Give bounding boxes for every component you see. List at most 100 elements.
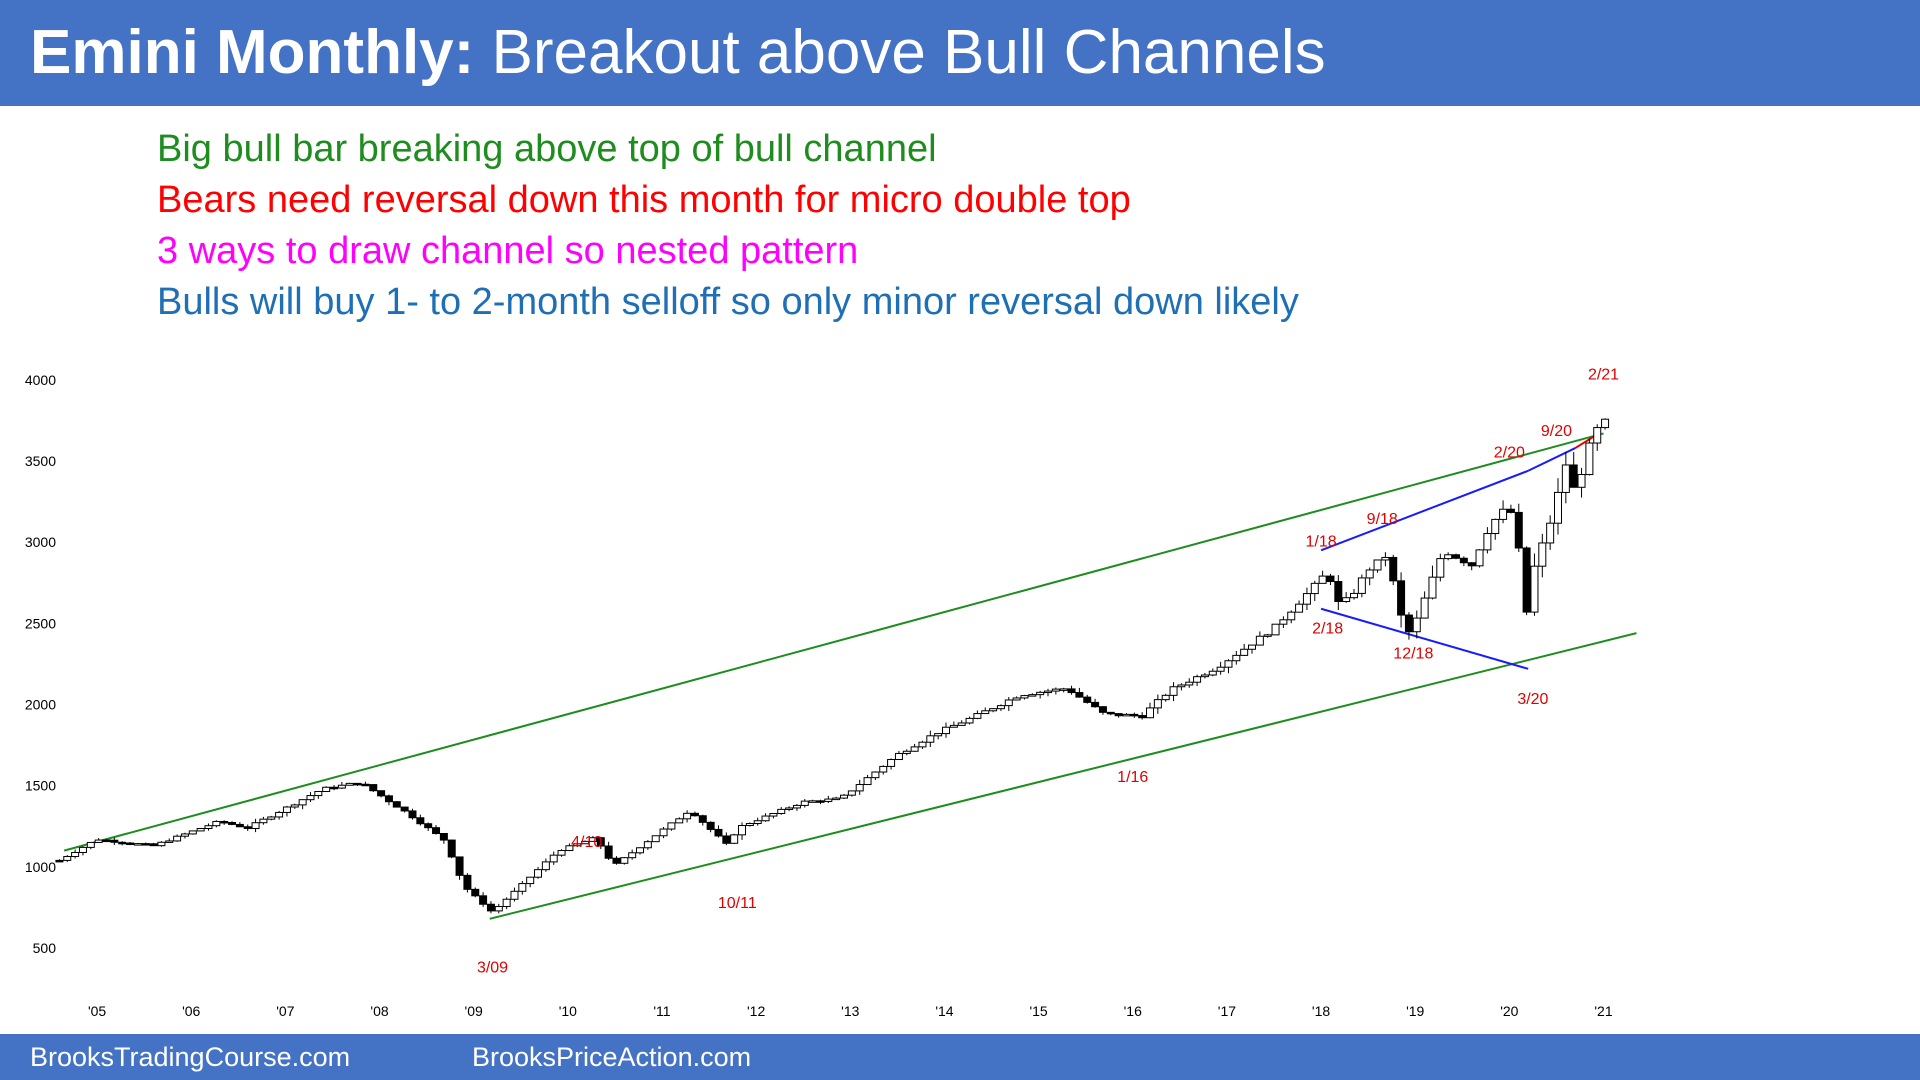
candle-body bbox=[337, 784, 346, 789]
annotation-label: 1/18 bbox=[1305, 534, 1336, 551]
candle-body bbox=[1373, 559, 1382, 571]
candle-body bbox=[345, 782, 354, 786]
annotation-label: 3/20 bbox=[1517, 691, 1548, 708]
y-tick-label: 3000 bbox=[25, 534, 56, 550]
annotation-label: 4/10 bbox=[571, 834, 602, 851]
candle-body bbox=[981, 710, 990, 715]
candle-body bbox=[753, 820, 762, 825]
footer-right-link[interactable]: BrooksPriceAction.com bbox=[472, 1042, 752, 1072]
candle-body bbox=[1569, 464, 1578, 488]
x-tick-label: '11 bbox=[653, 1003, 670, 1019]
candle-body bbox=[855, 784, 864, 792]
candle-body bbox=[267, 816, 276, 820]
candle-body bbox=[1216, 666, 1225, 672]
candle-body bbox=[133, 843, 142, 846]
candle-body bbox=[330, 786, 339, 790]
candle-body bbox=[832, 797, 841, 801]
candle-body bbox=[918, 741, 927, 748]
x-tick-label: '07 bbox=[276, 1003, 294, 1019]
candle-body bbox=[86, 841, 95, 848]
candle-body bbox=[1546, 522, 1555, 544]
candle-body bbox=[126, 842, 135, 846]
candle-body bbox=[228, 822, 237, 825]
candle-body bbox=[1412, 617, 1421, 633]
candle-body bbox=[612, 857, 621, 864]
candle-body bbox=[243, 826, 252, 829]
x-tick-label: '20 bbox=[1500, 1003, 1518, 1019]
candle-body bbox=[1208, 670, 1217, 676]
candle-body bbox=[1506, 508, 1515, 513]
candle-body bbox=[1295, 603, 1304, 613]
candle-body bbox=[471, 888, 480, 897]
candle-body bbox=[942, 726, 951, 735]
candle-body bbox=[196, 828, 205, 832]
candle-body bbox=[1538, 542, 1547, 567]
y-tick-label: 4000 bbox=[25, 372, 56, 388]
candle-body bbox=[675, 818, 684, 824]
candle-body bbox=[1153, 699, 1162, 709]
candle-body bbox=[973, 713, 982, 719]
candle-body bbox=[581, 840, 590, 845]
candle-body bbox=[1522, 547, 1531, 613]
candle-body bbox=[1138, 715, 1147, 719]
candle-body bbox=[526, 876, 535, 885]
title-bold: Emini Monthly: bbox=[30, 18, 475, 87]
candle-body bbox=[102, 839, 111, 843]
candle-body bbox=[1483, 533, 1492, 551]
candle-body bbox=[235, 823, 244, 828]
candle-body bbox=[55, 859, 64, 863]
candle-body bbox=[1365, 569, 1374, 579]
candle-body bbox=[275, 811, 284, 818]
candle-body bbox=[910, 746, 919, 752]
candle-body bbox=[1130, 713, 1139, 717]
x-tick-label: '14 bbox=[935, 1003, 953, 1019]
candle-body bbox=[1020, 695, 1029, 699]
y-tick-label: 500 bbox=[33, 940, 57, 956]
footer-left-link[interactable]: BrooksTradingCourse.com bbox=[30, 1042, 351, 1072]
candle-body bbox=[173, 835, 182, 842]
candle-body bbox=[463, 874, 472, 890]
candle-body bbox=[1185, 681, 1194, 686]
candle-body bbox=[996, 705, 1005, 710]
candle-body bbox=[745, 823, 754, 827]
candle-body bbox=[690, 812, 699, 817]
candle-body bbox=[157, 841, 166, 847]
candle-body bbox=[1067, 688, 1076, 694]
y-tick-label: 1500 bbox=[25, 778, 56, 794]
candle-body bbox=[1381, 556, 1390, 561]
channel-lines bbox=[63, 432, 1637, 920]
candle-body bbox=[934, 733, 943, 737]
candle-body bbox=[149, 843, 158, 847]
annotation-label: 2/20 bbox=[1494, 444, 1525, 461]
y-axis-ticks: 4000 3500 3000 2500 2000 1500 1000 500 bbox=[25, 372, 56, 956]
candle-body bbox=[1452, 554, 1461, 559]
bullet-2: Bears need reversal down this month for … bbox=[157, 179, 1131, 221]
candle-body bbox=[408, 810, 417, 819]
candle-body bbox=[871, 771, 880, 779]
candle-body bbox=[1287, 611, 1296, 621]
candle-body bbox=[1279, 619, 1288, 625]
candle-body bbox=[180, 833, 189, 837]
candle-body bbox=[486, 903, 495, 912]
annotation-label: 1/16 bbox=[1117, 769, 1148, 786]
candle-body bbox=[1232, 654, 1241, 662]
candle-body bbox=[1436, 558, 1445, 578]
candle-body bbox=[683, 812, 692, 820]
candle-body bbox=[1334, 581, 1343, 602]
candle-body bbox=[141, 843, 150, 846]
candle-body bbox=[1114, 713, 1123, 717]
candle-body bbox=[1585, 442, 1594, 476]
candle-body bbox=[502, 898, 511, 908]
candle-body bbox=[63, 856, 72, 861]
candle-body bbox=[1240, 648, 1249, 656]
candle-body bbox=[369, 784, 378, 792]
candle-body bbox=[1397, 580, 1406, 616]
candle-body bbox=[282, 806, 291, 813]
triangle-upper-2-line bbox=[1527, 447, 1576, 472]
candle-body bbox=[824, 798, 833, 802]
candle-body bbox=[1083, 696, 1092, 703]
x-tick-label: '08 bbox=[370, 1003, 388, 1019]
candles bbox=[55, 418, 1610, 914]
candle-body bbox=[847, 790, 856, 796]
candle-body bbox=[392, 801, 401, 808]
